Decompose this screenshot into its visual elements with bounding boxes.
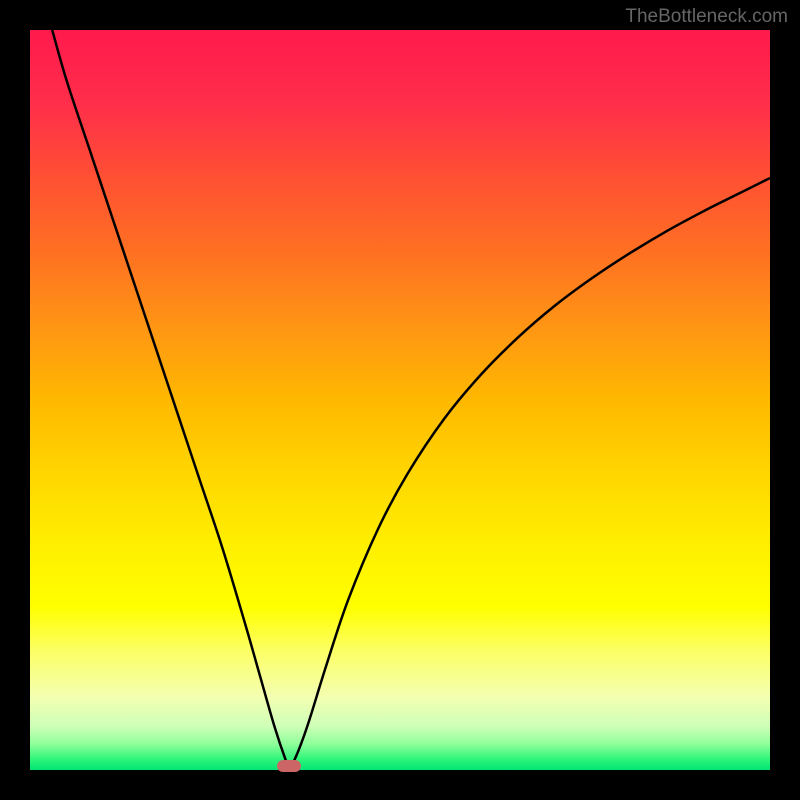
minimum-marker [277, 760, 301, 772]
bottleneck-curve [30, 30, 770, 770]
watermark-text: TheBottleneck.com [625, 6, 788, 28]
plot-area [30, 30, 770, 770]
